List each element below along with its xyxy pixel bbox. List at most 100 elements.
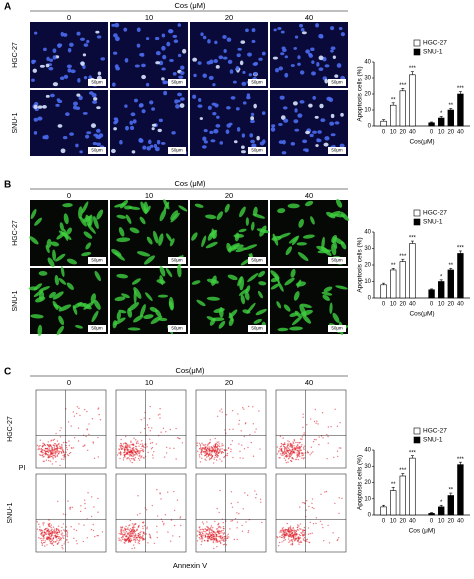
event bbox=[291, 457, 294, 460]
event bbox=[57, 500, 59, 503]
event bbox=[220, 536, 222, 538]
cell bbox=[224, 203, 230, 213]
event bbox=[213, 534, 215, 536]
event bbox=[51, 463, 53, 465]
nucleus bbox=[37, 116, 43, 121]
cell bbox=[140, 201, 147, 215]
event bbox=[296, 456, 298, 458]
event bbox=[201, 537, 204, 539]
event bbox=[167, 531, 169, 533]
event bbox=[199, 526, 201, 528]
event bbox=[301, 530, 304, 532]
event bbox=[338, 512, 340, 515]
event bbox=[281, 454, 283, 457]
event bbox=[223, 528, 225, 530]
event bbox=[210, 535, 212, 537]
event bbox=[133, 449, 136, 452]
event bbox=[279, 435, 282, 438]
event bbox=[290, 444, 292, 446]
event bbox=[135, 445, 137, 448]
nucleus bbox=[142, 145, 147, 150]
event bbox=[221, 535, 223, 537]
event bbox=[200, 452, 202, 454]
bar bbox=[399, 475, 406, 516]
event bbox=[59, 445, 61, 448]
event bbox=[209, 439, 211, 441]
event bbox=[313, 420, 316, 423]
nucleus bbox=[270, 127, 276, 132]
event bbox=[137, 539, 140, 542]
event bbox=[219, 448, 222, 450]
event bbox=[285, 534, 287, 536]
event bbox=[209, 452, 211, 454]
event bbox=[43, 531, 45, 534]
event bbox=[328, 542, 331, 544]
nucleus bbox=[203, 128, 208, 133]
event bbox=[291, 540, 294, 543]
nucleus bbox=[180, 71, 185, 76]
nucleus bbox=[318, 55, 324, 61]
event bbox=[208, 446, 211, 448]
nucleus bbox=[277, 26, 282, 31]
event bbox=[39, 530, 41, 532]
nucleus bbox=[82, 53, 87, 57]
event bbox=[138, 452, 140, 454]
event bbox=[70, 526, 72, 528]
cell bbox=[228, 243, 240, 251]
event bbox=[83, 524, 85, 526]
scale-bar-label: 50μm bbox=[331, 258, 343, 263]
event bbox=[56, 454, 59, 456]
cell bbox=[52, 300, 59, 311]
flow-plot bbox=[35, 473, 107, 553]
event bbox=[133, 454, 135, 457]
event bbox=[135, 534, 137, 536]
event bbox=[230, 520, 232, 522]
event bbox=[211, 452, 213, 454]
x-tick-label: 0 bbox=[382, 519, 386, 525]
event bbox=[231, 506, 234, 508]
nucleus bbox=[340, 112, 344, 117]
nucleus bbox=[96, 142, 102, 147]
event bbox=[47, 441, 49, 443]
event bbox=[53, 452, 55, 454]
event bbox=[133, 524, 135, 526]
event bbox=[314, 408, 316, 411]
event bbox=[131, 523, 134, 525]
event bbox=[130, 451, 133, 453]
event bbox=[49, 456, 51, 458]
event bbox=[303, 539, 305, 541]
event bbox=[306, 450, 309, 453]
event bbox=[137, 457, 140, 460]
event bbox=[288, 457, 291, 459]
event bbox=[220, 537, 222, 539]
event bbox=[72, 411, 75, 413]
nucleus bbox=[228, 122, 233, 126]
event bbox=[276, 453, 279, 455]
scale-bar-label: 50μm bbox=[91, 80, 103, 85]
event bbox=[206, 456, 208, 458]
cell bbox=[55, 253, 66, 262]
event bbox=[289, 533, 291, 536]
event bbox=[123, 534, 126, 536]
event bbox=[278, 457, 280, 459]
cell bbox=[125, 214, 132, 224]
nucleus bbox=[139, 53, 143, 57]
significance: *** bbox=[457, 246, 465, 252]
event bbox=[296, 452, 298, 454]
event bbox=[215, 539, 218, 541]
nucleus bbox=[57, 99, 63, 104]
event bbox=[302, 413, 304, 415]
event bbox=[204, 452, 206, 455]
nucleus bbox=[316, 61, 320, 67]
legend-label: HGC-27 bbox=[423, 428, 447, 435]
event bbox=[132, 455, 134, 458]
nucleus bbox=[208, 75, 214, 80]
nucleus bbox=[88, 91, 94, 95]
nucleus bbox=[151, 127, 155, 131]
event bbox=[44, 540, 46, 542]
cell bbox=[238, 288, 249, 296]
event bbox=[334, 502, 336, 505]
event bbox=[62, 537, 65, 539]
nucleus bbox=[201, 145, 207, 149]
event bbox=[153, 542, 156, 544]
